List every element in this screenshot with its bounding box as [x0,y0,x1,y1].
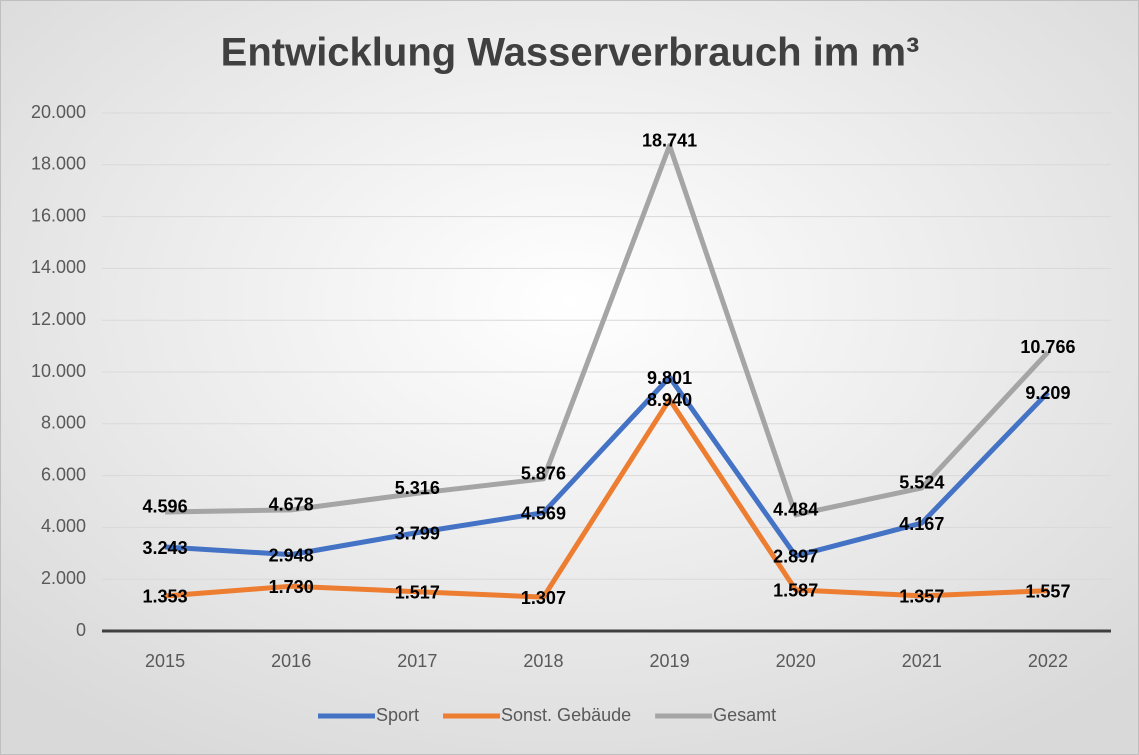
y-tick-label: 8.000 [41,413,86,433]
y-tick-label: 16.000 [31,205,86,225]
data-label: 4.596 [143,497,188,517]
y-tick-label: 12.000 [31,309,86,329]
data-label: 3.799 [395,523,440,543]
data-label: 1.353 [143,587,188,607]
data-label: 5.524 [899,473,944,493]
data-label: 2.948 [269,545,314,565]
y-tick-label: 6.000 [41,464,86,484]
data-label: 1.587 [773,581,818,601]
y-tick-label: 18.000 [31,154,86,174]
data-label: 5.876 [521,464,566,484]
series-line [164,374,1050,559]
y-tick-label: 0 [76,620,86,640]
data-label: 1.730 [269,577,314,597]
data-label: 5.316 [395,478,440,498]
data-label: 4.569 [521,503,566,523]
data-label: 10.766 [1020,337,1075,357]
data-label: 4.678 [269,495,314,515]
legend-label: Gesamt [713,705,776,725]
y-tick-label: 10.000 [31,361,86,381]
x-tick-label: 2021 [902,651,942,671]
data-label: 1.517 [395,582,440,602]
data-label: 3.243 [143,538,188,558]
data-label: 1.557 [1025,581,1070,601]
data-label: 4.167 [899,514,944,534]
legend-label: Sport [376,705,419,725]
data-label: 8.940 [647,390,692,410]
x-tick-label: 2016 [271,651,311,671]
series-line [165,143,1050,518]
x-tick-label: 2018 [523,651,563,671]
y-tick-label: 2.000 [41,568,86,588]
x-tick-label: 2015 [145,651,185,671]
legend-label: Sonst. Gebäude [501,705,631,725]
data-label: 1.357 [899,587,944,607]
data-label: 2.897 [773,547,818,567]
data-label: 9.209 [1025,383,1070,403]
x-tick-label: 2022 [1028,651,1068,671]
x-tick-label: 2019 [650,651,690,671]
y-tick-label: 4.000 [41,516,86,536]
data-label: 1.307 [521,588,566,608]
x-tick-label: 2017 [397,651,437,671]
y-tick-label: 20.000 [31,102,86,122]
chart-title: Entwicklung Wasserverbrauch im m³ [221,31,920,75]
data-label: 4.484 [773,500,818,520]
x-tick-label: 2020 [776,651,816,671]
data-label: 18.741 [642,130,697,150]
data-label: 9.801 [647,368,692,388]
y-tick-label: 14.000 [31,257,86,277]
series-line [164,396,1049,600]
